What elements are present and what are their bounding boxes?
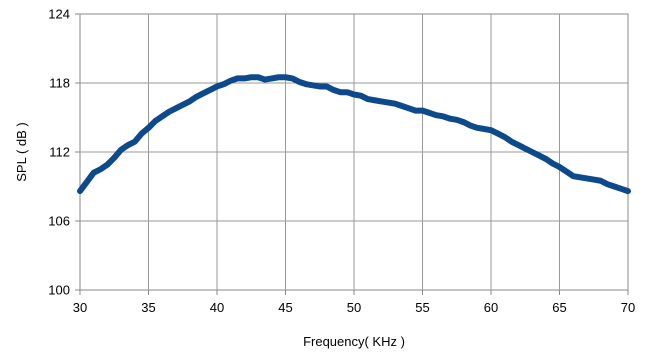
x-tick-label: 70 <box>621 300 635 315</box>
y-tick-label: 100 <box>48 283 70 298</box>
series-line <box>77 74 631 195</box>
y-axis-label: SPL ( dB ) <box>14 122 29 181</box>
x-tick-label: 60 <box>484 300 498 315</box>
x-tick-label: 45 <box>278 300 292 315</box>
y-tick-label: 112 <box>49 145 70 160</box>
x-axis-label: Frequency( KHz ) <box>303 334 405 349</box>
x-tick-label: 50 <box>347 300 361 315</box>
y-tick-label: 118 <box>49 76 70 91</box>
x-tick-label: 55 <box>415 300 429 315</box>
tick-labels: 30 35 40 45 50 55 60 65 70 100 106 112 118 124 <box>48 7 635 316</box>
x-tick-label: 65 <box>552 300 566 315</box>
x-tick-label: 30 <box>73 300 87 315</box>
grid-lines <box>75 13 629 295</box>
y-tick-label: 124 <box>48 7 70 22</box>
x-tick-label: 40 <box>210 300 224 315</box>
y-tick-label: 106 <box>48 214 70 229</box>
series-group <box>77 74 631 195</box>
x-tick-label: 35 <box>141 300 155 315</box>
